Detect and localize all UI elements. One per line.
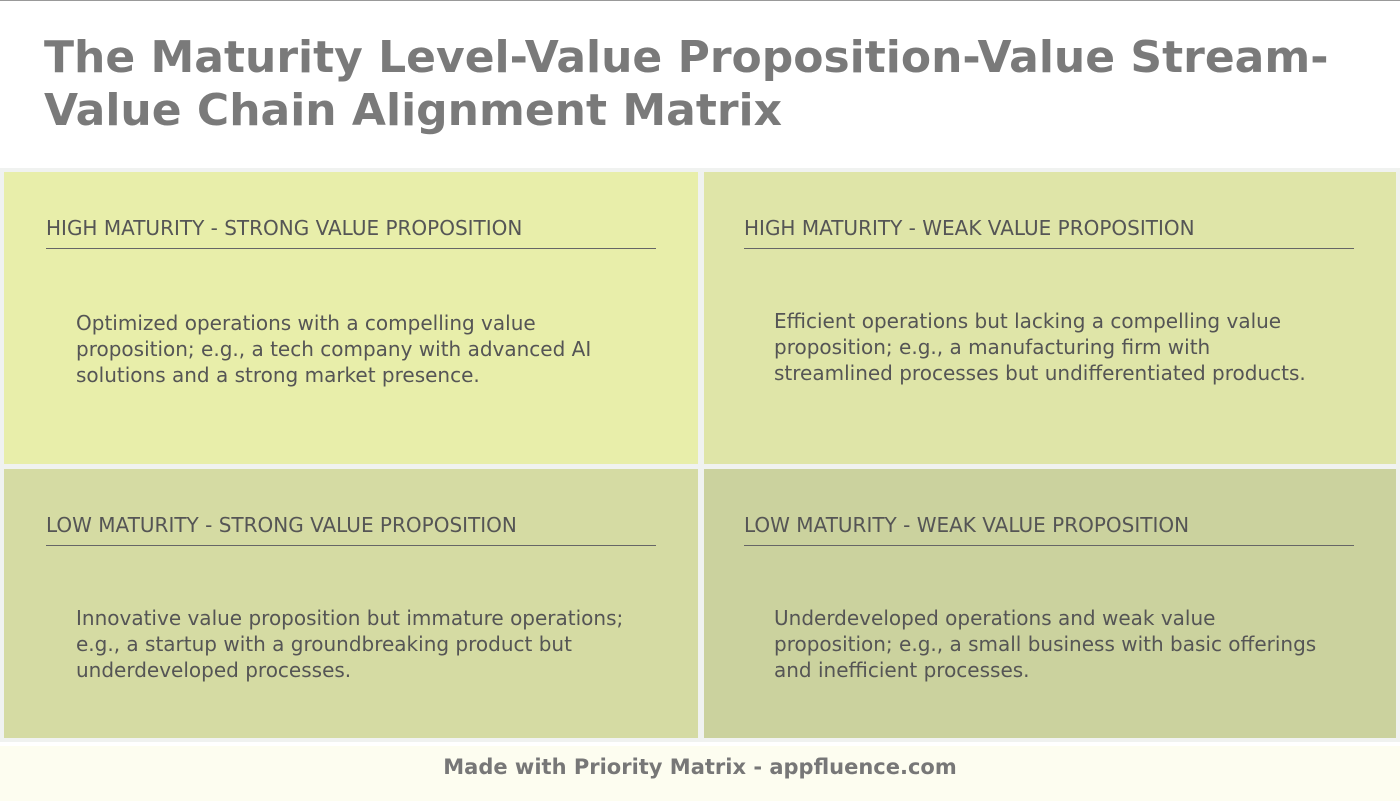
quadrant-high-maturity-weak[interactable]: HIGH MATURITY - WEAK VALUE PROPOSITION E… xyxy=(704,172,1396,464)
quadrant-body: Optimized operations with a compelling v… xyxy=(76,311,592,387)
quadrant-header: HIGH MATURITY - STRONG VALUE PROPOSITION xyxy=(46,216,656,249)
quadrant-body: Underdeveloped operations and weak value… xyxy=(774,606,1317,682)
quadrant-low-maturity-weak[interactable]: LOW MATURITY - WEAK VALUE PROPOSITION Un… xyxy=(704,469,1396,738)
quadrant-header: LOW MATURITY - WEAK VALUE PROPOSITION xyxy=(744,513,1354,546)
matrix-grid: HIGH MATURITY - STRONG VALUE PROPOSITION… xyxy=(0,168,1400,742)
quadrant-body: Innovative value proposition but immatur… xyxy=(76,606,624,682)
quadrant-high-maturity-strong[interactable]: HIGH MATURITY - STRONG VALUE PROPOSITION… xyxy=(4,172,698,464)
quadrant-header: LOW MATURITY - STRONG VALUE PROPOSITION xyxy=(46,513,656,546)
quadrant-body: Efficient operations but lacking a compe… xyxy=(774,309,1306,385)
quadrant-low-maturity-strong[interactable]: LOW MATURITY - STRONG VALUE PROPOSITION … xyxy=(4,469,698,738)
page-title: The Maturity Level-Value Proposition-Val… xyxy=(44,32,1329,136)
quadrant-header: HIGH MATURITY - WEAK VALUE PROPOSITION xyxy=(744,216,1354,249)
footer-credit: Made with Priority Matrix - appfluence.c… xyxy=(0,746,1400,801)
